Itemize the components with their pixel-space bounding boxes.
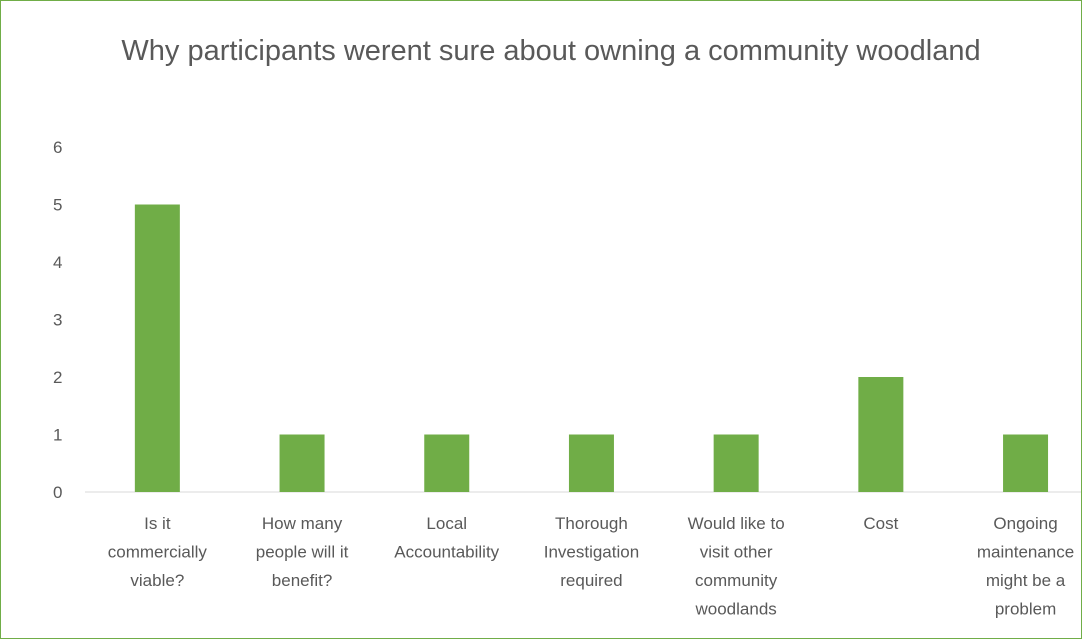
bar — [858, 377, 904, 492]
x-tick-label: Thorough Investigation required — [544, 514, 639, 590]
y-tick-label: 3 — [53, 311, 62, 330]
bar — [279, 434, 325, 492]
x-tick-label: Ongoing maintenance might be a problem — [977, 514, 1074, 619]
y-tick-label: 6 — [53, 138, 62, 157]
bar — [713, 434, 759, 492]
bar — [424, 434, 470, 492]
x-tick-label: Is it commercially viable? — [108, 514, 208, 590]
x-tick-label: How many people will it benefit? — [256, 514, 349, 590]
x-tick-label: Local Accountability — [394, 514, 499, 562]
chart-title: Why participants werent sure about ownin… — [121, 35, 981, 67]
bar — [134, 204, 180, 492]
bar — [1003, 434, 1049, 492]
y-tick-label: 5 — [53, 196, 62, 215]
y-tick-label: 4 — [53, 253, 62, 272]
x-tick-label: Cost — [863, 514, 898, 533]
x-tick-label: Would like to visit other community woodlan… — [688, 514, 785, 619]
bar — [568, 434, 614, 492]
y-tick-label: 0 — [53, 483, 62, 502]
y-tick-label: 2 — [53, 368, 62, 387]
y-tick-label: 1 — [53, 426, 62, 445]
